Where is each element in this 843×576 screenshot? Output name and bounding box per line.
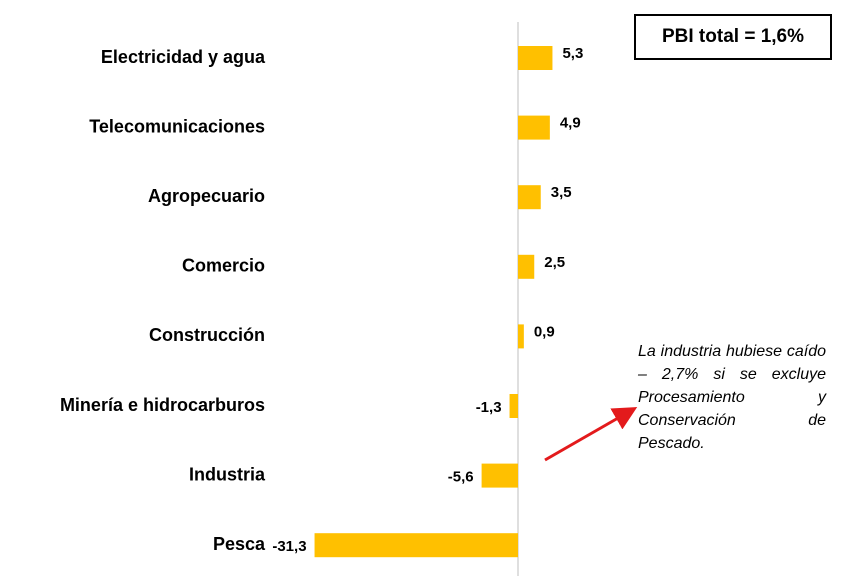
value-label: 5,3	[562, 45, 583, 62]
bar	[518, 324, 524, 349]
bar	[518, 115, 550, 140]
category-label: Comercio	[182, 256, 265, 276]
value-label: 3,5	[551, 184, 572, 201]
total-box: PBI total = 1,6%	[634, 14, 832, 60]
bar	[518, 185, 541, 210]
bar	[518, 254, 535, 279]
category-label: Industria	[189, 464, 266, 484]
value-label: 0,9	[534, 323, 555, 340]
bar	[518, 46, 553, 70]
bar	[314, 533, 518, 558]
value-label: -1,3	[476, 399, 502, 416]
category-label: Agropecuario	[148, 186, 265, 206]
bar	[509, 394, 518, 418]
value-label: 4,9	[560, 115, 581, 132]
value-label: -5,6	[448, 469, 474, 486]
category-label: Telecomunicaciones	[89, 116, 265, 136]
annotation-arrow	[544, 407, 638, 462]
category-label: Electricidad y agua	[101, 47, 266, 67]
category-label: Pesca	[213, 534, 266, 554]
value-label: 2,5	[544, 254, 565, 271]
category-label: Minería e hidrocarburos	[60, 395, 265, 415]
annotation-note: La industria hubiese caído – 2,7% si se …	[638, 343, 826, 452]
category-label: Construcción	[149, 325, 265, 345]
bar	[481, 463, 518, 488]
value-label: -31,3	[272, 538, 306, 555]
